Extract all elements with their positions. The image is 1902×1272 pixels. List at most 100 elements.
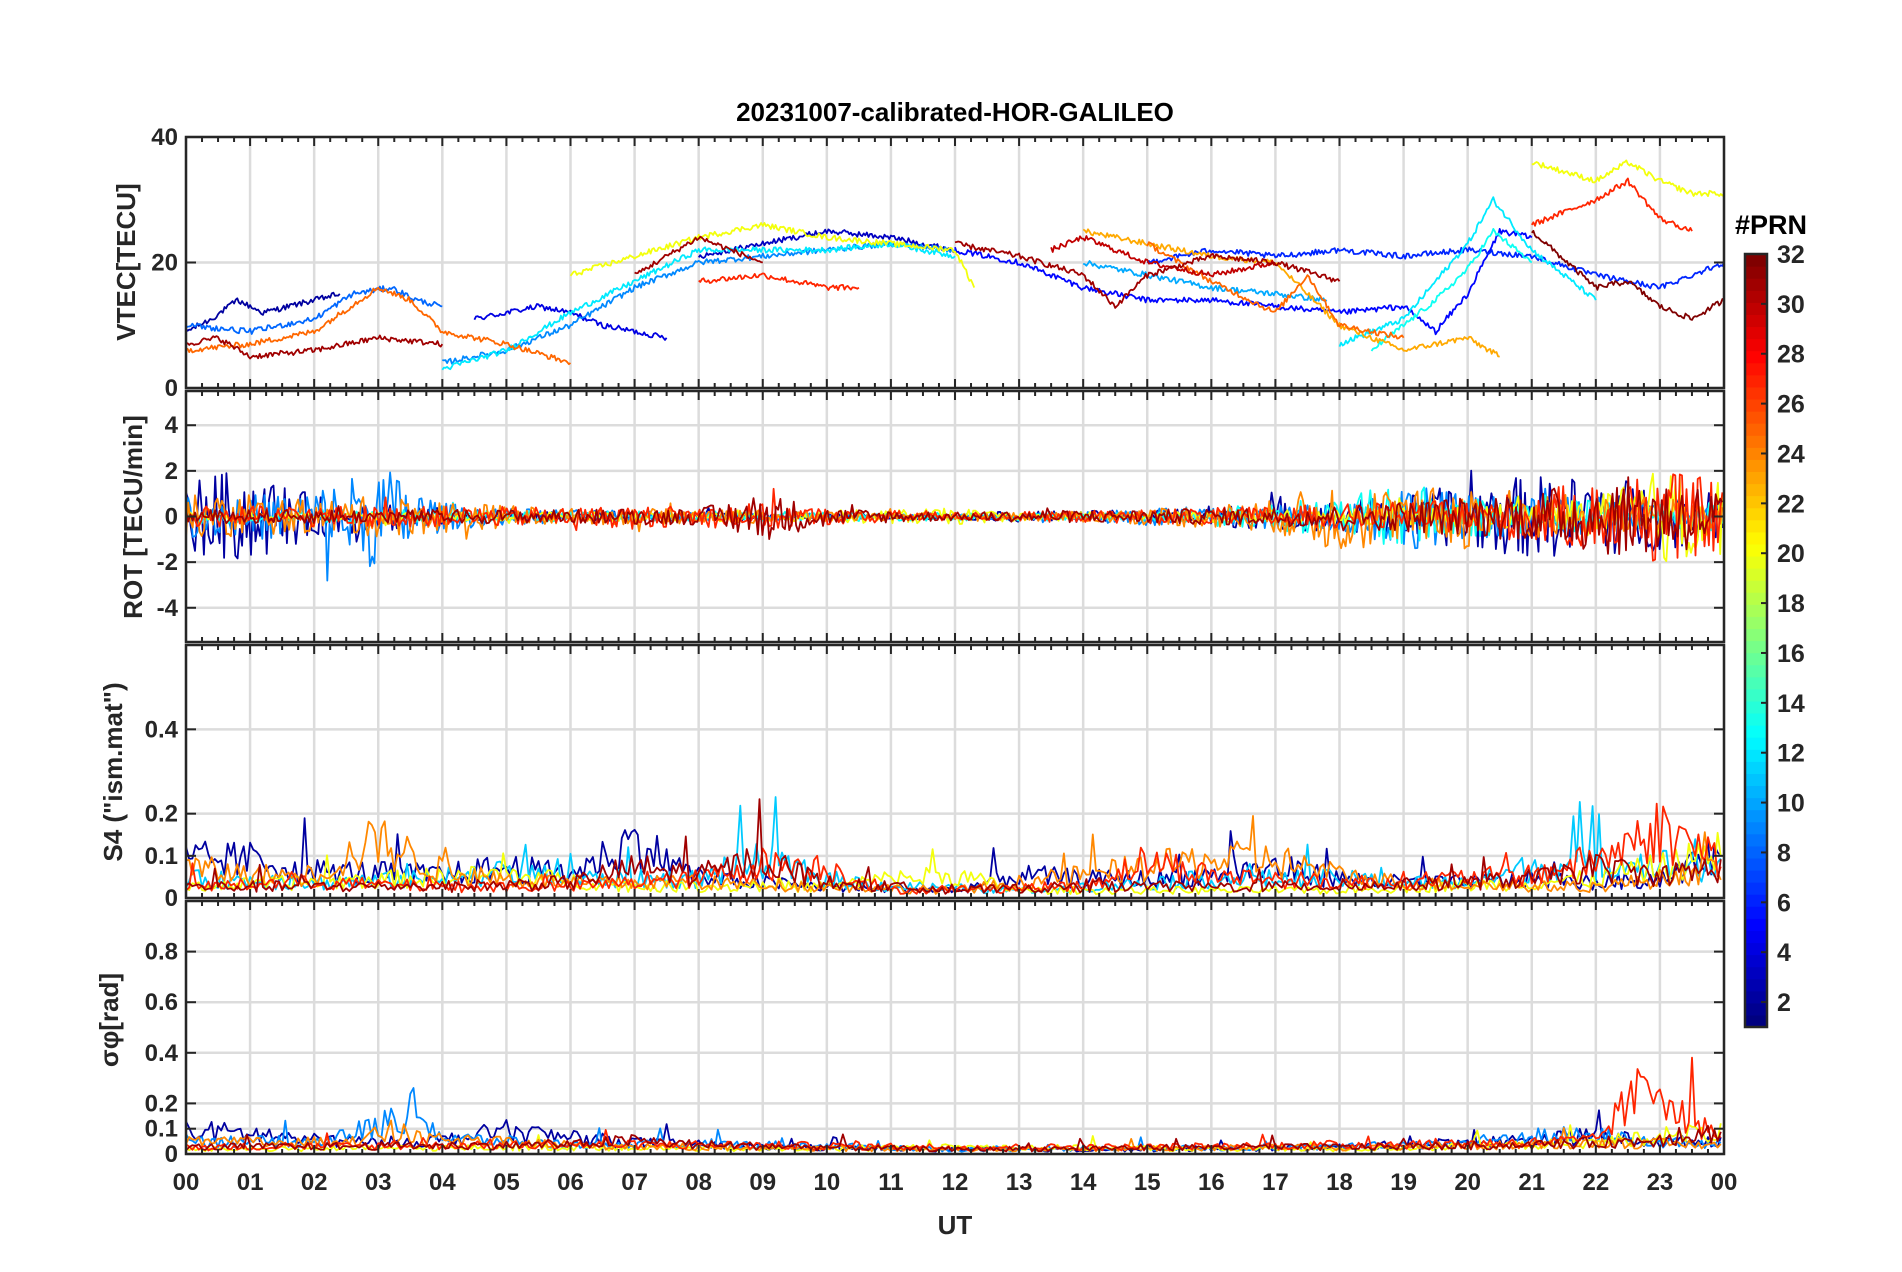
series-prn-2	[186, 291, 341, 332]
series-prn-30	[1050, 235, 1277, 278]
colorbar-cell	[1745, 266, 1767, 279]
colorbar-tick-label: 8	[1777, 839, 1791, 867]
y-tick-label: 0.8	[145, 939, 178, 966]
colorbar-tick-label: 28	[1777, 341, 1805, 369]
y-tick-label: 0.1	[145, 843, 178, 870]
colorbar-cell	[1745, 398, 1767, 412]
series-prn-27	[186, 802, 1722, 895]
series-prn-3	[697, 228, 956, 259]
colorbar-cell	[1745, 580, 1767, 593]
vtec-series	[186, 159, 1724, 371]
colorbar-tick-label: 20	[1777, 540, 1805, 568]
colorbar-tick-label: 6	[1777, 889, 1791, 917]
colorbar-cell	[1745, 809, 1767, 823]
x-tick-label: 12	[942, 1169, 969, 1196]
colorbar-cell	[1745, 761, 1767, 774]
colorbar-cell	[1745, 278, 1767, 291]
colorbar-cell	[1745, 640, 1767, 654]
series-prn-31	[954, 240, 1341, 309]
s4-grid	[184, 645, 1726, 900]
y-tick-label: 0	[165, 375, 178, 402]
colorbar-cell	[1745, 1014, 1767, 1028]
colorbar-cell	[1745, 374, 1767, 388]
y-tick-label: 40	[151, 124, 178, 151]
colorbar-cell	[1745, 1002, 1767, 1016]
x-tick-label: 15	[1134, 1169, 1161, 1196]
y-tick-label: -4	[157, 595, 179, 622]
series-prn-13	[1370, 228, 1533, 352]
panel-rot: -4 -2 0 2 4 ROT [TECU/min]	[118, 389, 1726, 644]
series-prn-25	[186, 286, 572, 366]
panel-vtec: 0 20 40 VTEC[TECU]	[111, 124, 1726, 402]
colorbar-cell	[1745, 628, 1767, 642]
colorbar-cell	[1745, 857, 1767, 871]
colorbar-cell	[1745, 423, 1767, 436]
colorbar-cell	[1745, 652, 1767, 666]
colorbar-tick-label: 22	[1777, 490, 1805, 518]
x-tick-label: 03	[365, 1169, 392, 1196]
y-tick-label: 0.2	[145, 801, 178, 828]
colorbar-cell	[1745, 471, 1767, 485]
y-tick-label: 0.6	[145, 989, 178, 1016]
colorbar-cell	[1745, 882, 1767, 895]
rot-y-axis-label: ROT [TECU/min]	[118, 415, 148, 619]
colorbar-cell	[1745, 314, 1767, 328]
series-prn-27	[698, 272, 860, 291]
sigma-axes: 00.10.2 0.4 0.6 0.8	[145, 899, 1726, 1168]
colorbar-cell	[1745, 845, 1767, 859]
colorbar-tick-label: 16	[1777, 640, 1805, 668]
y-tick-label: 0.4	[145, 716, 179, 743]
colorbar-cell	[1745, 531, 1767, 545]
colorbar-cell	[1745, 326, 1767, 340]
colorbar-tick-label: 32	[1777, 241, 1805, 269]
x-tick-label: 07	[621, 1169, 648, 1196]
series-prn-6	[1146, 246, 1724, 290]
series-prn-25	[1146, 241, 1405, 340]
colorbar-cell	[1745, 773, 1767, 787]
x-tick-label: 20	[1454, 1169, 1481, 1196]
colorbar-cell	[1745, 447, 1767, 460]
colorbar-cell	[1745, 712, 1767, 726]
colorbar-tick-label: 2	[1777, 989, 1791, 1017]
series-prn-32	[1531, 229, 1724, 321]
rot-axes: -4 -2 0 2 4	[157, 389, 1726, 644]
x-tick-label: 08	[685, 1169, 712, 1196]
series-prn-31	[634, 235, 764, 275]
colorbar-tick-label: 18	[1777, 590, 1805, 618]
colorbar-cell	[1745, 411, 1767, 424]
panel-s4: 0 0.1 0.2 0.4 S4 ("ism.mat")	[98, 643, 1726, 912]
panel-sigma-phi: 00.10.2 0.4 0.6 0.8 σφ[rad]	[94, 899, 1726, 1168]
chart-title: 20231007-calibrated-HOR-GALILEO	[736, 97, 1174, 127]
colorbar-cell	[1745, 664, 1767, 678]
colorbar-cell	[1745, 954, 1767, 968]
colorbar-cell	[1745, 725, 1767, 738]
colorbar-tick-label: 12	[1777, 740, 1805, 768]
colorbar-cell	[1745, 302, 1767, 315]
colorbar-cell	[1745, 519, 1767, 533]
colorbar-cell	[1745, 833, 1767, 847]
vtec-axes: 0 20 40	[151, 124, 1726, 402]
colorbar-tick-label: 26	[1777, 391, 1805, 419]
colorbar-tick-label: 24	[1777, 440, 1805, 468]
s4-series	[186, 796, 1722, 896]
series-prn-31	[186, 476, 1724, 555]
x-tick-label: 02	[301, 1169, 328, 1196]
x-tick-label: 23	[1647, 1169, 1674, 1196]
x-tick-label: 14	[1070, 1169, 1097, 1196]
y-tick-label: 0.4	[145, 1040, 179, 1067]
series-prn-20	[569, 222, 976, 288]
sigma-y-axis-label: σφ[rad]	[94, 973, 124, 1067]
colorbar-cell	[1745, 604, 1767, 617]
colorbar-cell	[1745, 254, 1767, 267]
series-prn-31	[186, 798, 1722, 895]
series-prn-31	[186, 1125, 1722, 1153]
series-prn-10	[1082, 260, 1328, 303]
colorbar-cell	[1745, 459, 1767, 473]
colorbar-cell	[1745, 435, 1767, 448]
colorbar-cell	[1745, 290, 1767, 303]
colorbar-cell	[1745, 918, 1767, 931]
colorbar-cell	[1745, 978, 1767, 992]
x-tick-label: 00	[173, 1169, 200, 1196]
colorbar-cell	[1745, 869, 1767, 883]
